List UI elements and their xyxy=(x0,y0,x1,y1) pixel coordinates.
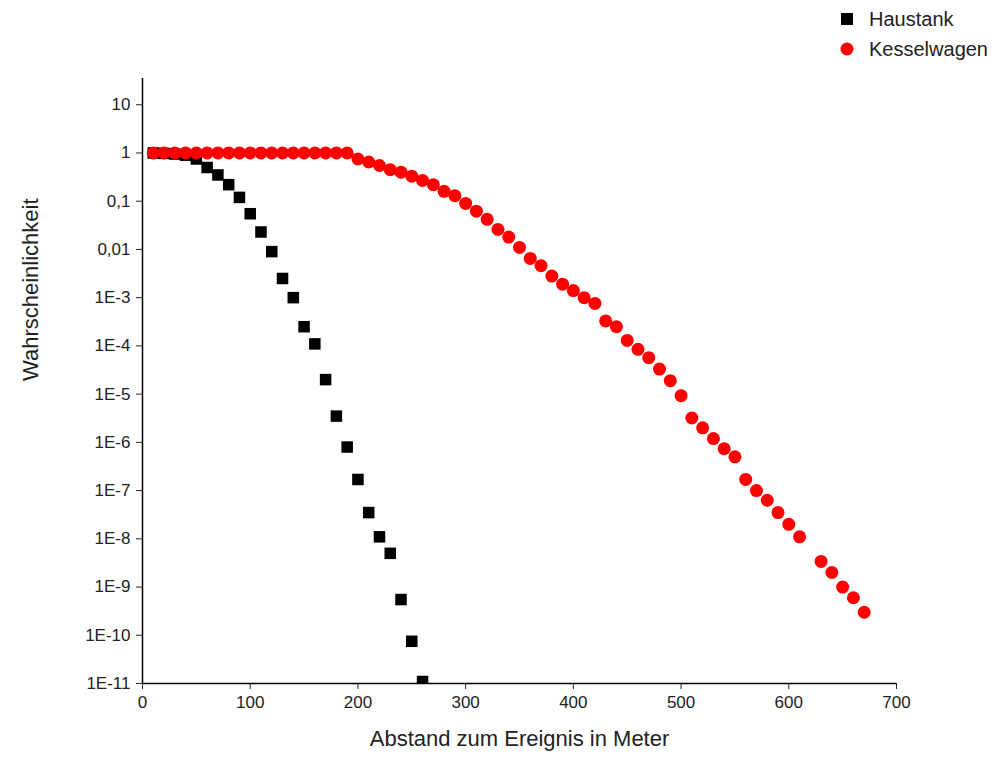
html-text:Kesselwagen: Kesselwagen xyxy=(869,37,988,60)
svg-text:0,01: 0,01 xyxy=(97,240,130,259)
svg-text:0: 0 xyxy=(138,693,147,712)
svg-text:1E-9: 1E-9 xyxy=(95,577,131,596)
svg-text:600: 600 xyxy=(775,693,803,712)
svg-text:1E-5: 1E-5 xyxy=(95,385,131,404)
svg-text:400: 400 xyxy=(559,693,587,712)
svg-text:1E-8: 1E-8 xyxy=(95,529,131,548)
svg-text:1E-4: 1E-4 xyxy=(95,336,131,355)
svg-text:200: 200 xyxy=(344,693,372,712)
html-text:Haustank: Haustank xyxy=(869,7,954,30)
svg-text:Abstand zum Ereignis in Meter: Abstand zum Ereignis in Meter xyxy=(370,726,670,751)
svg-text:0,1: 0,1 xyxy=(107,192,131,211)
svg-text:10: 10 xyxy=(112,95,131,114)
svg-text:100: 100 xyxy=(236,693,264,712)
svg-text:500: 500 xyxy=(667,693,695,712)
svg-text:Wahrscheinlichkeit: Wahrscheinlichkeit xyxy=(18,198,43,381)
svg-text:1E-7: 1E-7 xyxy=(95,481,131,500)
svg-text:1: 1 xyxy=(121,143,130,162)
svg-text:1E-10: 1E-10 xyxy=(85,626,130,645)
svg-text:1E-3: 1E-3 xyxy=(95,288,131,307)
svg-text:1E-11: 1E-11 xyxy=(86,674,130,693)
svg-text:700: 700 xyxy=(882,693,910,712)
svg-text:300: 300 xyxy=(451,693,479,712)
svg-text:1E-6: 1E-6 xyxy=(95,433,131,452)
